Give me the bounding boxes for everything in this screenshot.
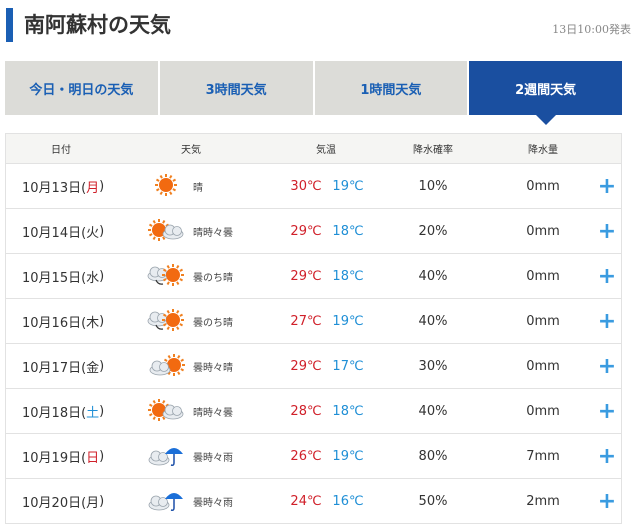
page-title: 南阿蘇村の天気	[24, 13, 171, 37]
col-temp: 気温	[316, 145, 336, 156]
temp-high: 29℃	[290, 358, 322, 374]
tab-2week[interactable]: 2週間天気	[469, 61, 622, 125]
weather-label: 曇時々晴	[193, 362, 233, 374]
col-prob: 降水確率	[413, 145, 453, 156]
title-accent-bar	[6, 8, 13, 42]
precip-amount: 2mm	[526, 493, 560, 509]
table-row: 10月19日(日) 曇時々雨 26℃ 19℃ 80% 7mm +	[6, 434, 621, 479]
cloud-rain-icon	[146, 434, 188, 478]
day-of-week: 木	[86, 315, 100, 331]
day-of-week: 火	[86, 225, 100, 241]
temp-low: 18℃	[332, 223, 364, 239]
date: 10月17日(金)	[22, 358, 105, 376]
precip-prob: 50%	[418, 493, 448, 509]
temp-high: 28℃	[290, 403, 322, 419]
expand-plus-icon[interactable]: +	[597, 263, 617, 289]
table-row: 10月18日(土) 晴時々曇 28℃ 18℃ 40% 0mm +	[6, 389, 621, 434]
date: 10月14日(火)	[22, 223, 105, 241]
temp-low: 17℃	[332, 358, 364, 374]
day-of-week: 月	[86, 495, 100, 511]
expand-plus-icon[interactable]: +	[597, 398, 617, 424]
tab-3hour[interactable]: 3時間天気	[159, 61, 313, 115]
temp-low: 19℃	[332, 448, 364, 464]
published-time: 13日10:00発表	[552, 23, 631, 36]
date: 10月15日(水)	[22, 268, 105, 286]
temp-high: 27℃	[290, 313, 322, 329]
precip-amount: 7mm	[526, 448, 560, 464]
expand-plus-icon[interactable]: +	[597, 308, 617, 334]
table-row: 10月13日(月) 晴 30℃ 19℃ 10% 0mm +	[6, 164, 621, 209]
date: 10月13日(月)	[22, 178, 105, 196]
date: 10月19日(日)	[22, 448, 105, 466]
precip-prob: 40%	[418, 313, 448, 329]
weather-label: 晴	[193, 182, 203, 194]
cloud-then-sun-icon	[146, 299, 188, 343]
temp-high: 30℃	[290, 178, 322, 194]
date: 10月20日(月)	[22, 493, 105, 511]
expand-plus-icon[interactable]: +	[597, 488, 617, 514]
sun-icon	[146, 164, 188, 208]
tab-1hour[interactable]: 1時間天気	[314, 61, 468, 115]
temp-low: 16℃	[332, 493, 364, 509]
weather-label: 曇時々雨	[193, 452, 233, 464]
temp-low: 19℃	[332, 313, 364, 329]
precip-amount: 0mm	[526, 178, 560, 194]
precip-amount: 0mm	[526, 268, 560, 284]
day-of-week: 日	[86, 450, 100, 466]
expand-plus-icon[interactable]: +	[597, 443, 617, 469]
col-weather: 天気	[181, 145, 201, 156]
precip-prob: 10%	[418, 178, 448, 194]
day-of-week: 水	[86, 270, 100, 286]
day-of-week: 土	[86, 405, 100, 421]
weather-label: 曇のち晴	[193, 272, 233, 284]
precip-amount: 0mm	[526, 313, 560, 329]
weather-label: 曇のち晴	[193, 317, 233, 329]
table-header: 日付 天気 気温 降水確率 降水量	[6, 134, 621, 164]
weather-label: 曇時々雨	[193, 497, 233, 509]
precip-prob: 30%	[418, 358, 448, 374]
precip-amount: 0mm	[526, 223, 560, 239]
tab-today-tomorrow[interactable]: 今日・明日の天気	[5, 61, 158, 115]
col-amount: 降水量	[528, 145, 558, 156]
sun-cloud-icon	[146, 209, 188, 253]
weather-label: 晴時々曇	[193, 407, 233, 419]
cloud-rain-icon	[146, 479, 188, 523]
table-row: 10月17日(金) 曇時々晴 29℃ 17℃ 30% 0mm +	[6, 344, 621, 389]
expand-plus-icon[interactable]: +	[597, 218, 617, 244]
weather-label: 晴時々曇	[193, 227, 233, 239]
temp-high: 29℃	[290, 223, 322, 239]
table-row: 10月16日(木) 曇のち晴 27℃ 19℃ 40% 0mm +	[6, 299, 621, 344]
col-date: 日付	[51, 145, 71, 156]
temp-high: 26℃	[290, 448, 322, 464]
precip-amount: 0mm	[526, 403, 560, 419]
cloud-then-sun-icon	[146, 254, 188, 298]
table-row: 10月15日(水) 曇のち晴 29℃ 18℃ 40% 0mm +	[6, 254, 621, 299]
precip-prob: 20%	[418, 223, 448, 239]
precip-prob: 80%	[418, 448, 448, 464]
tab-bar: 今日・明日の天気 3時間天気 1時間天気 2週間天気	[5, 61, 622, 125]
temp-low: 18℃	[332, 403, 364, 419]
cloud-sun-icon	[146, 344, 188, 388]
date: 10月16日(木)	[22, 313, 105, 331]
day-of-week: 月	[86, 180, 100, 196]
date: 10月18日(土)	[22, 403, 105, 421]
precip-amount: 0mm	[526, 358, 560, 374]
table-row: 10月20日(月) 曇時々雨 24℃ 16℃ 50% 2mm +	[6, 479, 621, 524]
forecast-table: 日付 天気 気温 降水確率 降水量 10月13日(月) 晴 30℃ 19℃ 10…	[5, 133, 622, 524]
sun-cloud-icon	[146, 389, 188, 433]
temp-high: 24℃	[290, 493, 322, 509]
expand-plus-icon[interactable]: +	[597, 353, 617, 379]
temp-low: 18℃	[332, 268, 364, 284]
expand-plus-icon[interactable]: +	[597, 173, 617, 199]
temp-low: 19℃	[332, 178, 364, 194]
day-of-week: 金	[86, 360, 100, 376]
precip-prob: 40%	[418, 268, 448, 284]
temp-high: 29℃	[290, 268, 322, 284]
table-row: 10月14日(火) 晴時々曇 29℃ 18℃ 20% 0mm +	[6, 209, 621, 254]
precip-prob: 40%	[418, 403, 448, 419]
